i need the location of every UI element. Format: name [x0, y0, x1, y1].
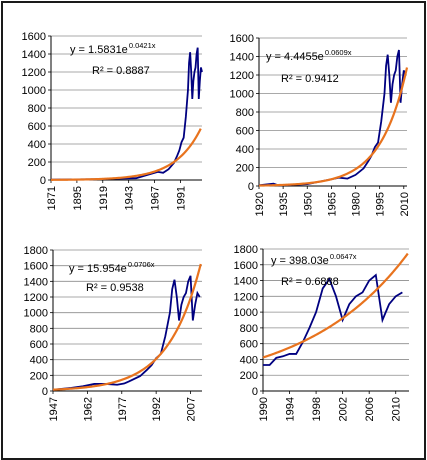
y-tick-label: 1000	[24, 308, 48, 320]
y-tick-label: 400	[30, 355, 48, 367]
chart-panel-bottom-left: 0 200 400 600 800 1000 1200 1400 1600 1800 1947 196…	[24, 245, 202, 421]
x-tick-label: 1992	[151, 397, 163, 421]
x-tick-label: 1962	[82, 397, 94, 421]
y-tick-label: 1000	[230, 89, 254, 101]
x-tick-label: 1871	[46, 186, 58, 210]
r-squared-label: R² = 0.9412	[281, 73, 339, 85]
x-tick-label: 1995	[375, 192, 387, 216]
y-tick-label: 600	[236, 126, 254, 138]
y-tick-label: 600	[30, 339, 48, 351]
x-tick-label: 1920	[254, 192, 266, 216]
y-tick-label: 1600	[24, 261, 48, 273]
y-tick-label: 0	[42, 386, 48, 398]
trend-equation-exponent: 0.0706x	[128, 260, 155, 269]
x-tick-label: 2010	[391, 397, 403, 421]
trend-equation-exponent: 0.0647x	[330, 252, 357, 261]
chart-panel-top-right: 0 200 400 600 800 1000 1200 1400 1600 1920 1935 195…	[230, 33, 411, 216]
x-tick-label: 1990	[258, 397, 270, 421]
y-tick-label: 1400	[230, 52, 254, 64]
chart-panel-bottom-right: 0 200 400 600 800 1000 1200 1400 1600 1800 1990 199…	[234, 244, 409, 421]
y-tick-label: 1800	[24, 245, 48, 257]
x-tick-label: 1947	[48, 397, 60, 421]
y-tick-label: 1400	[234, 276, 258, 288]
y-tick-label: 200	[28, 157, 46, 169]
trend-equation-exponent: 0.0609x	[325, 48, 352, 57]
data-series-line	[263, 273, 403, 366]
y-tick-label: 1600	[234, 260, 258, 272]
data-series-line	[52, 275, 201, 391]
y-tick-label: 1600	[230, 33, 254, 45]
trend-equation: y = 1.5831e	[70, 44, 128, 56]
y-tick-label: 0	[40, 175, 46, 187]
y-tick-label: 200	[236, 163, 254, 175]
x-tick-label: 1977	[117, 397, 129, 421]
y-tick-label: 600	[28, 121, 46, 133]
trend-equation-exponent: 0.0421x	[129, 41, 156, 50]
y-tick-label: 800	[240, 323, 258, 335]
x-tick-label: 1967	[150, 186, 162, 210]
y-tick-label: 400	[236, 144, 254, 156]
trendline	[52, 263, 202, 391]
r-squared-label: R² = 0.9538	[86, 282, 144, 294]
trendline	[258, 67, 409, 187]
x-tick-label: 1998	[311, 397, 323, 421]
y-tick-label: 0	[248, 181, 254, 193]
x-tick-label: 1919	[98, 186, 110, 210]
plot-area	[263, 249, 409, 391]
y-tick-label: 1200	[24, 292, 48, 304]
x-tick-label: 1994	[285, 397, 297, 421]
y-tick-label: 800	[236, 107, 254, 119]
y-tick-label: 600	[240, 339, 258, 351]
x-tick-label: 1950	[302, 192, 314, 216]
r-squared-label: R² = 0.8887	[92, 65, 150, 77]
x-tick-label: 1935	[278, 192, 290, 216]
x-tick-label: 2010	[399, 192, 411, 216]
x-tick-label: 2002	[338, 397, 350, 421]
x-tick-label: 2007	[186, 397, 198, 421]
y-tick-label: 200	[240, 370, 258, 382]
x-tick-label: 1943	[124, 186, 136, 210]
trendline	[262, 252, 409, 359]
y-tick-label: 1600	[22, 31, 46, 43]
y-tick-label: 1200	[234, 291, 258, 303]
trend-equation: y = 4.4455e	[266, 51, 324, 63]
y-tick-label: 0	[252, 386, 258, 398]
y-tick-label: 800	[28, 103, 46, 115]
x-tick-label: 2006	[364, 397, 376, 421]
y-tick-label: 1400	[22, 49, 46, 61]
y-tick-label: 1200	[230, 70, 254, 82]
y-tick-label: 1800	[234, 244, 258, 256]
x-tick-label: 1895	[72, 186, 84, 210]
y-tick-label: 800	[30, 323, 48, 335]
data-series-line	[50, 47, 203, 181]
r-squared-label: R² = 0.6888	[281, 276, 339, 288]
plot-area	[53, 250, 202, 391]
x-tick-label: 1991	[175, 186, 187, 210]
y-tick-label: 400	[28, 139, 46, 151]
y-tick-label: 1200	[22, 67, 46, 79]
y-tick-label: 1400	[24, 276, 48, 288]
chart-panel-top-left: 0 200 400 600 800 1000 1200 1400 1600 1871 1895 191…	[22, 31, 203, 210]
trend-equation: y = 15.954e	[69, 263, 127, 275]
y-tick-label: 1000	[234, 307, 258, 319]
trendline	[50, 128, 202, 181]
x-tick-label: 1980	[351, 192, 363, 216]
y-tick-label: 400	[240, 354, 258, 366]
y-tick-label: 200	[30, 370, 48, 382]
x-tick-label: 1965	[326, 192, 338, 216]
y-tick-label: 1000	[22, 85, 46, 97]
trend-equation: y = 398.03e	[271, 255, 329, 267]
